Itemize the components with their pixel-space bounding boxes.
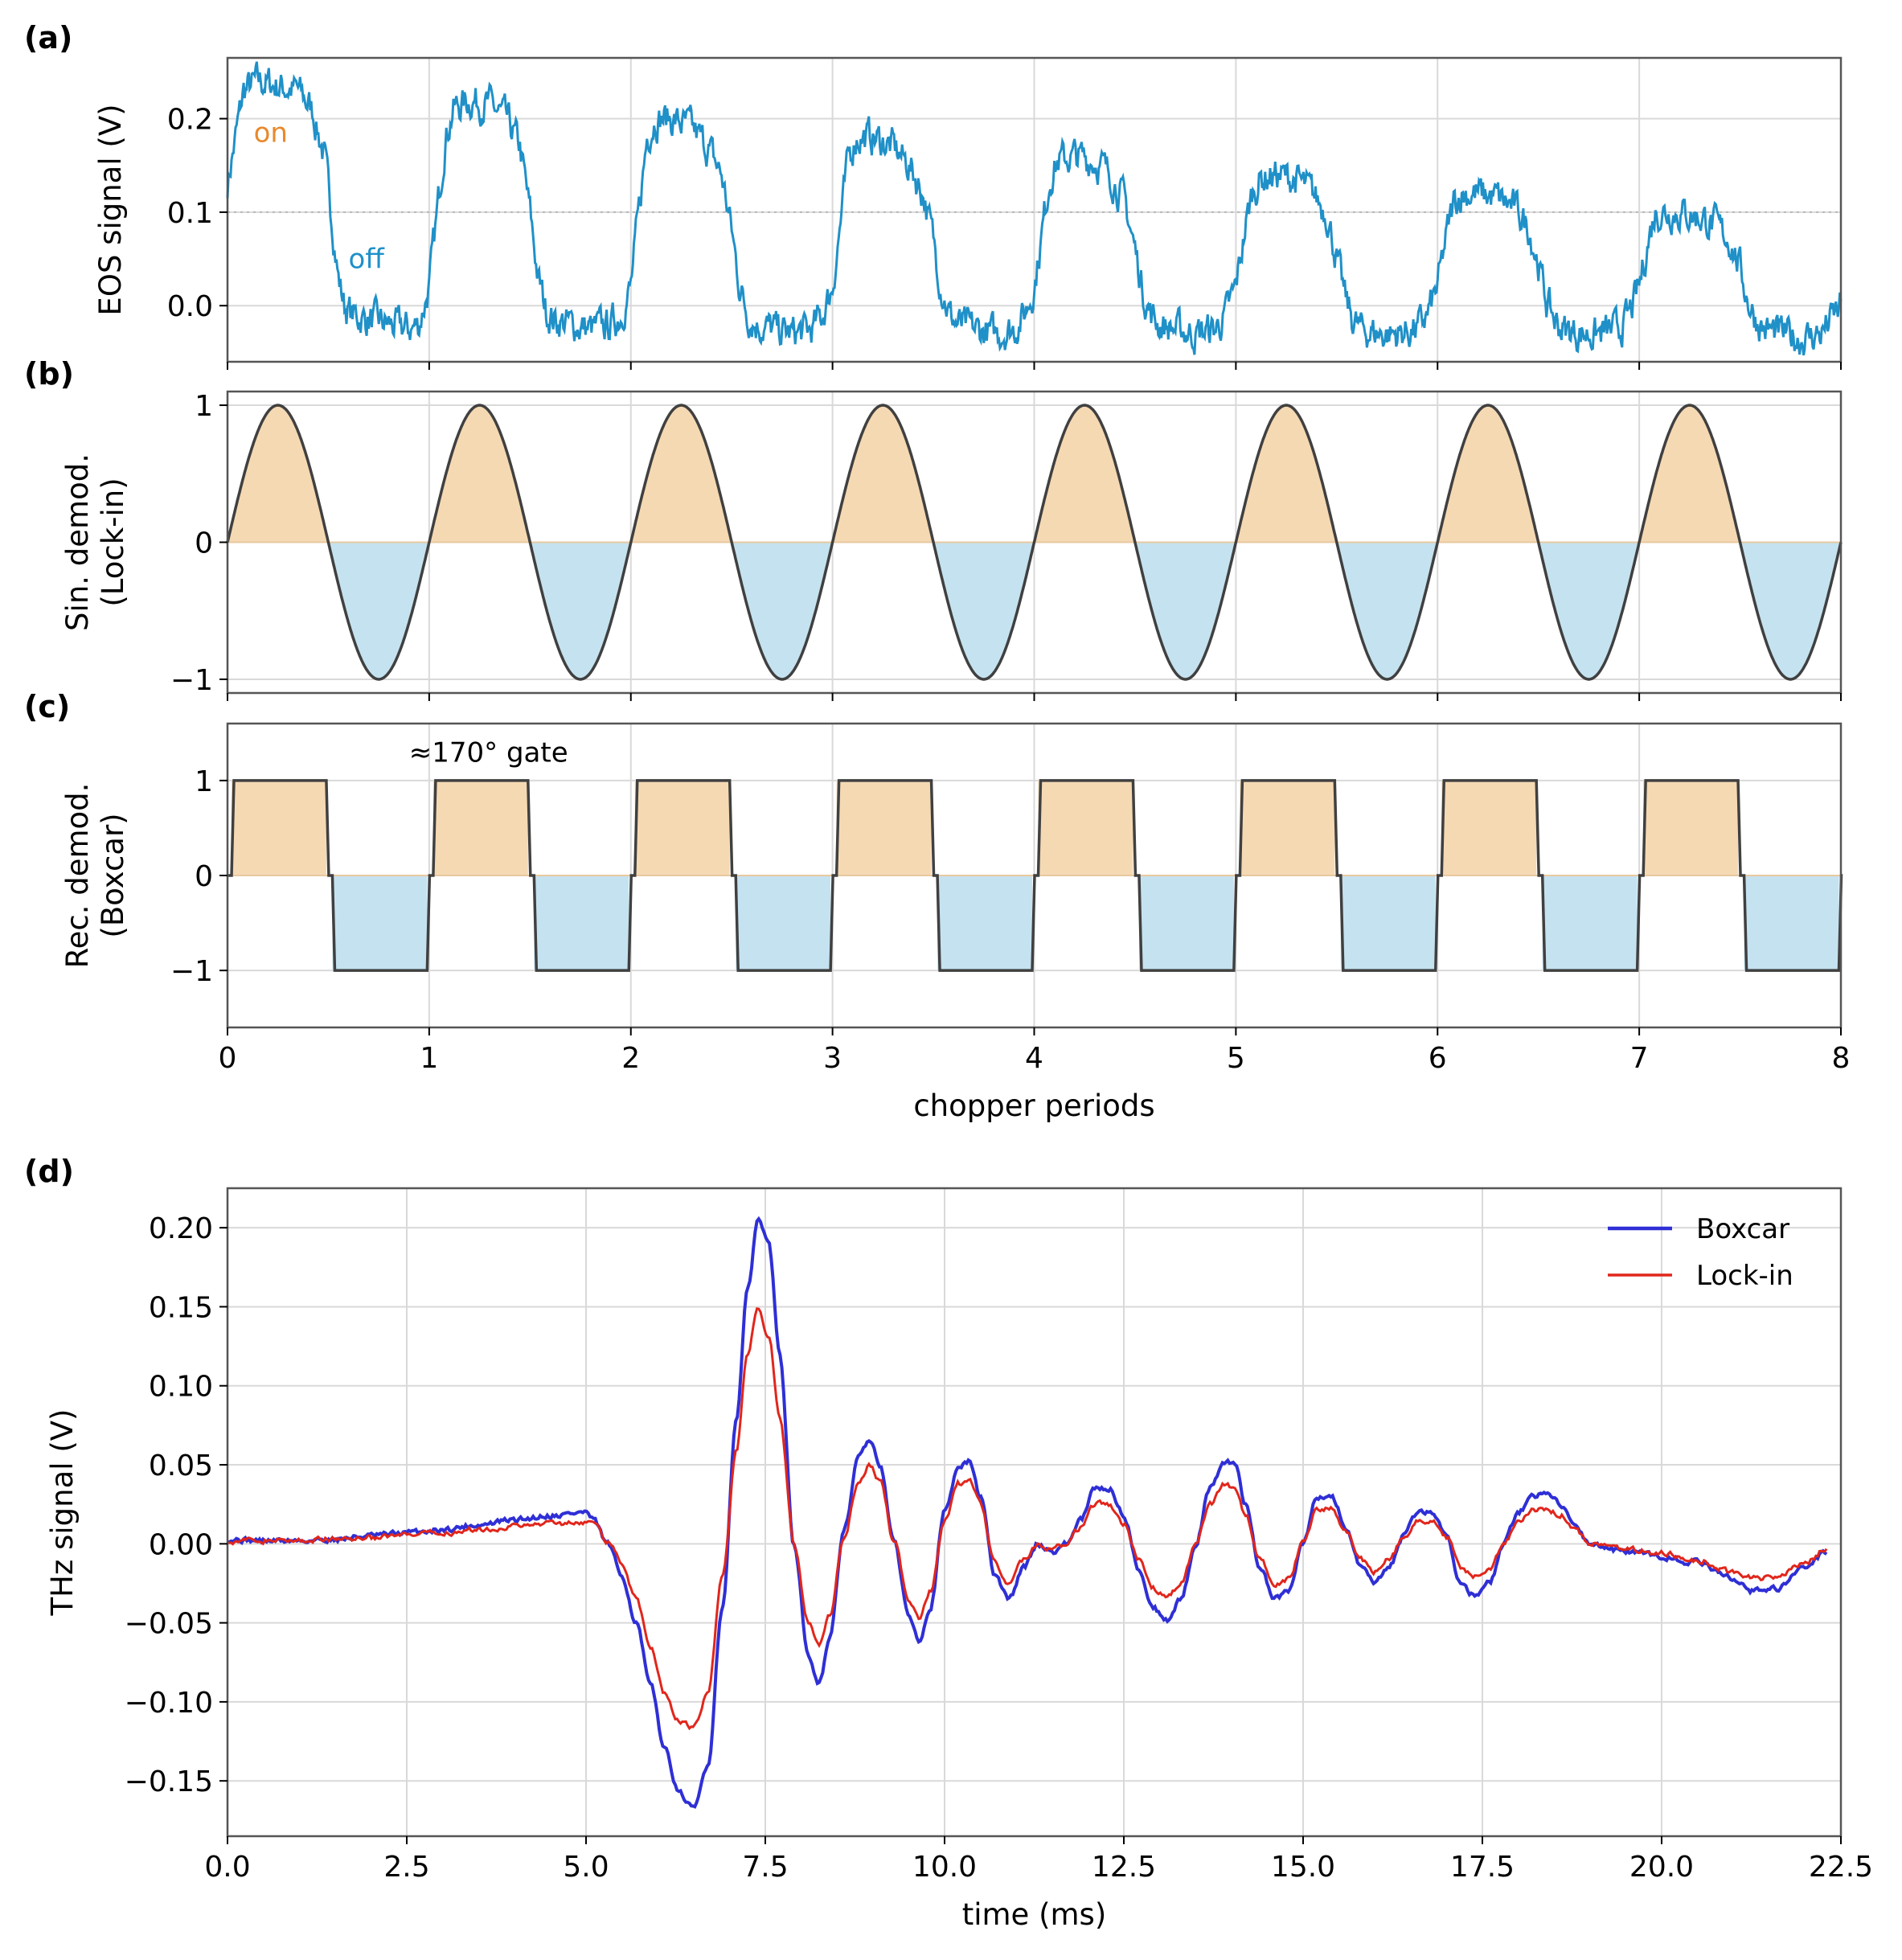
- panel-b: −1 0 1 Sin. demod.(Lock-in) (b): [24, 356, 1843, 701]
- x-tick-label: 7: [1630, 1042, 1649, 1075]
- y-tick-label: 0.1: [167, 197, 213, 230]
- legend-label-boxcar: Boxcar: [1696, 1213, 1789, 1245]
- legend-label-lock-in: Lock-in: [1696, 1260, 1793, 1292]
- x-axis-label: time (ms): [962, 1897, 1107, 1932]
- gate-off-fill: [1542, 875, 1638, 971]
- y-tick-label: 1: [195, 765, 213, 798]
- x-tick-label: 6: [1429, 1042, 1447, 1075]
- gate-on-fill: [1643, 780, 1739, 875]
- panel-c: 0 1 2 3 4 5 6 7 8 −1 0 1 ≈170° gate Rec. demod.(Boxca…: [24, 689, 1850, 1123]
- eos-signal-line: [226, 61, 1843, 356]
- panel-d: 0.0 2.5 5.0 7.5 10.0 12.5 15.0 17.5 20.0 22.5 −0.1…: [24, 1154, 1873, 1932]
- y-tick-label: 0.20: [149, 1212, 213, 1245]
- gate-on-fill: [634, 780, 730, 875]
- panel-label-d: (d): [24, 1154, 74, 1189]
- x-tick-label: 0: [219, 1042, 237, 1075]
- x-tick-label: 0.0: [204, 1851, 250, 1884]
- gate-on-fill: [1441, 780, 1537, 875]
- axes-frame: [226, 1187, 1843, 1838]
- gate-on-fill: [232, 780, 326, 875]
- y-axis-label-line: EOS signal (V): [93, 104, 128, 315]
- panel-label-a: (a): [24, 20, 72, 55]
- y-tick-label: 1: [195, 390, 213, 423]
- sine-demod-line: [226, 404, 1843, 681]
- x-tick-label: 5.0: [563, 1851, 609, 1884]
- y-axis-label-line: (Lock-in): [96, 478, 130, 606]
- panel-a: 0.0 0.1 0.2 on off EOS signal (V) (a): [24, 20, 1843, 370]
- series-line-lock-in: [227, 1307, 1828, 1731]
- y-axis-label: THz signal (V): [45, 1409, 80, 1617]
- x-tick-label: 7.5: [742, 1851, 788, 1884]
- y-axis-label-line: Sin. demod.: [60, 453, 95, 631]
- series-line-boxcar: [227, 1216, 1828, 1809]
- gate-off-fill: [736, 875, 831, 971]
- y-axis-label-line: Rec. demod.: [60, 783, 95, 969]
- y-tick-label: −1: [170, 955, 213, 988]
- panel-label-b: (b): [24, 356, 74, 392]
- y-axis-label-line: (Boxcar): [96, 813, 130, 937]
- annotation-off: off: [349, 244, 386, 276]
- y-tick-label: 0.2: [167, 104, 213, 137]
- x-tick-label: 4: [1025, 1042, 1043, 1075]
- y-tick-label: 0: [195, 860, 213, 893]
- gate-off-fill: [1340, 875, 1436, 971]
- x-tick-label: 2: [621, 1042, 640, 1075]
- x-tick-label: 17.5: [1450, 1851, 1515, 1884]
- x-tick-label: 20.0: [1629, 1851, 1694, 1884]
- gate-on-fill: [1240, 780, 1335, 875]
- y-tick-label: 0.15: [149, 1291, 213, 1324]
- y-tick-label: 0.10: [149, 1371, 213, 1404]
- x-tick-label: 8: [1832, 1042, 1851, 1075]
- negative-fill: [228, 542, 1841, 679]
- x-tick-label: 1: [420, 1042, 438, 1075]
- gate-off-fill: [1138, 875, 1234, 971]
- boxcar-demod-line: [228, 779, 1843, 972]
- y-axis-label: Rec. demod.(Boxcar): [60, 783, 130, 969]
- gate-off-fill: [332, 875, 428, 971]
- x-tick-label: 15.0: [1271, 1851, 1335, 1884]
- gate-annotation: ≈170° gate: [409, 736, 568, 769]
- y-axis-label-line: THz signal (V): [45, 1409, 80, 1617]
- y-tick-label: −0.10: [125, 1687, 213, 1720]
- x-tick-label: 2.5: [383, 1851, 429, 1884]
- y-tick-label: −0.05: [125, 1608, 213, 1641]
- annotation-on: on: [254, 117, 288, 150]
- y-tick-label: 0.0: [167, 290, 213, 323]
- gate-off-fill: [1744, 875, 1839, 971]
- gate-on-fill: [836, 780, 932, 875]
- gate-off-fill: [937, 875, 1032, 971]
- x-axis-label: chopper periods: [913, 1089, 1154, 1123]
- gate-on-fill: [1038, 780, 1133, 875]
- gate-on-fill: [432, 780, 528, 875]
- x-tick-label: 22.5: [1809, 1851, 1873, 1884]
- y-axis-label: EOS signal (V): [93, 104, 128, 315]
- positive-fill: [228, 405, 1841, 543]
- panel-label-c: (c): [24, 689, 70, 724]
- gate-off-fill: [534, 875, 629, 971]
- y-axis-label: Sin. demod.(Lock-in): [60, 453, 130, 631]
- y-tick-label: 0.00: [149, 1528, 213, 1561]
- x-tick-label: 5: [1227, 1042, 1245, 1075]
- x-tick-label: 10.0: [912, 1851, 977, 1884]
- y-tick-label: 0.05: [149, 1449, 213, 1482]
- y-tick-label: 0: [195, 527, 213, 560]
- x-tick-label: 12.5: [1092, 1851, 1156, 1884]
- x-tick-label: 3: [823, 1042, 842, 1075]
- y-tick-label: −0.15: [125, 1765, 213, 1798]
- y-tick-label: −1: [170, 664, 213, 697]
